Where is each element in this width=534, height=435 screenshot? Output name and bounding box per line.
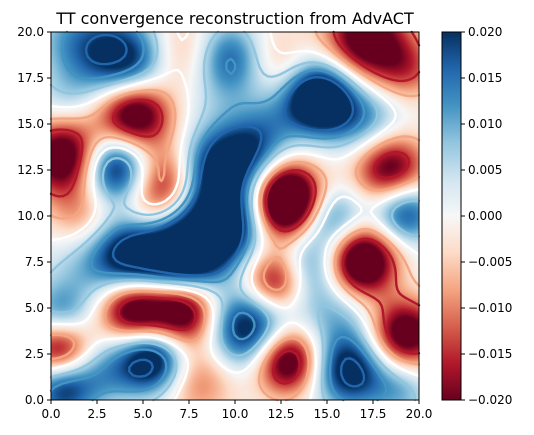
colorbar-tick-label: 0.015 [468, 71, 502, 85]
contour-level [49, 30, 421, 402]
y-tick-label: 15.0 [17, 117, 44, 131]
colorbar-tick-label: 0.010 [468, 117, 502, 131]
y-tick-label: 2.5 [25, 347, 44, 361]
y-tick-label: 20.0 [17, 25, 44, 39]
x-tick-label: 0.0 [41, 407, 60, 421]
colorbar-gradient [441, 31, 462, 401]
colorbar-tick-label: 0.000 [468, 209, 502, 223]
y-tick-label: 0.0 [25, 393, 44, 407]
y-tick-label: 12.5 [17, 163, 44, 177]
y-tick-label: 7.5 [25, 255, 44, 269]
heatmap-plot [49, 30, 421, 402]
y-tick-label: 17.5 [17, 71, 44, 85]
colorbar-tick-label: 0.005 [468, 163, 502, 177]
x-tick-label: 20.0 [406, 407, 433, 421]
y-axis: 0.0 2.5 5.0 7.5 10.0 12.5 15.0 17.5 20.0 [17, 25, 51, 407]
x-tick-label: 15.0 [314, 407, 341, 421]
colorbar: 0.020 0.015 0.010 0.005 0.000 −0.005 −0.010 −0.… [441, 25, 512, 407]
x-tick-label: 7.5 [179, 407, 198, 421]
x-tick-label: 2.5 [87, 407, 106, 421]
contour-lines [49, 30, 421, 402]
y-tick-label: 10.0 [17, 209, 44, 223]
y-tick-label: 5.0 [25, 301, 44, 315]
contour-level [85, 33, 366, 388]
colorbar-ticks: 0.020 0.015 0.010 0.005 0.000 −0.005 −0.010 −0.… [461, 25, 512, 407]
chart-title: TT convergence reconstruction from AdvAC… [55, 9, 414, 28]
contour-level [49, 30, 421, 385]
colorbar-tick-label: −0.015 [468, 347, 512, 361]
x-tick-label: 17.5 [360, 407, 387, 421]
contour-level [49, 30, 388, 402]
colorbar-tick-label: −0.020 [468, 393, 512, 407]
heatmap-canvas [51, 32, 419, 400]
heatmap-canvas-holder [51, 32, 419, 400]
x-axis: 0.0 2.5 5.0 7.5 10.0 12.5 15.0 17.5 20.0 [41, 400, 432, 421]
x-tick-label: 12.5 [268, 407, 295, 421]
contour-level [49, 30, 421, 402]
x-tick-label: 10.0 [222, 407, 249, 421]
colorbar-tick-label: −0.010 [468, 301, 512, 315]
colorbar-tick-label: 0.020 [468, 25, 502, 39]
contour-level [49, 30, 421, 402]
x-tick-label: 5.0 [133, 407, 152, 421]
colorbar-tick-label: −0.005 [468, 255, 512, 269]
